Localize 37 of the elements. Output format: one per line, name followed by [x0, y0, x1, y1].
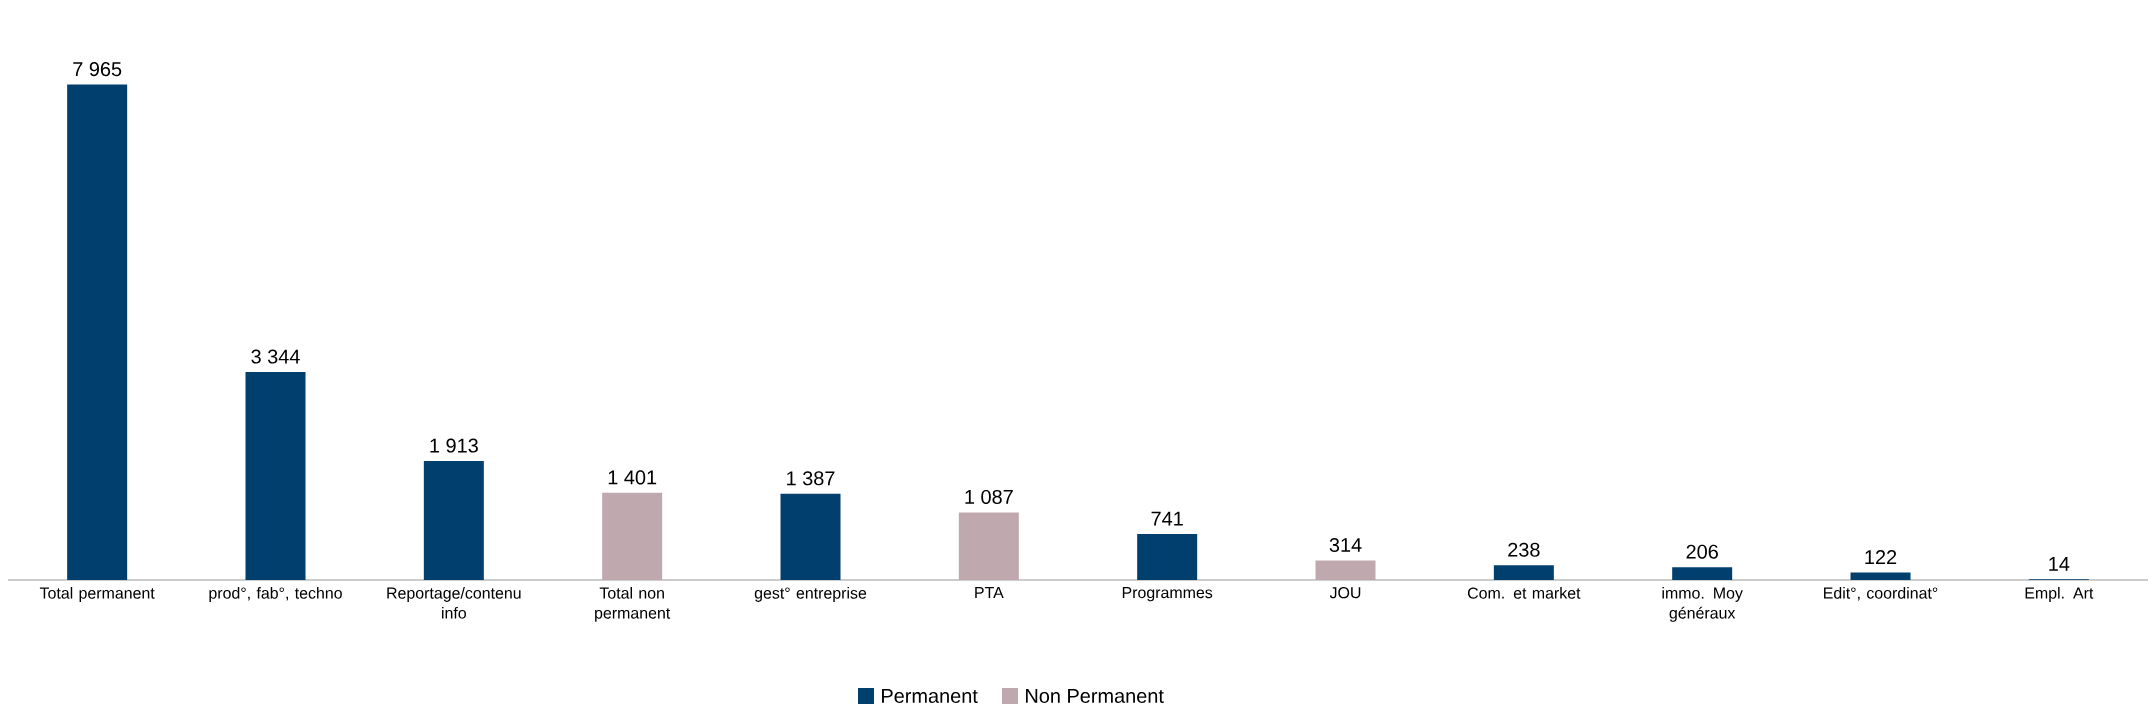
- x-tick-label: prod°, fab°, techno: [209, 587, 342, 602]
- data-label: 1 087: [965, 489, 1013, 504]
- data-label: 238: [1508, 542, 1540, 557]
- x-tick-label: Total permanent: [39, 587, 155, 602]
- legend-label: Non Permanent: [1026, 689, 1164, 703]
- data-label: 741: [1151, 511, 1183, 526]
- bar: [423, 461, 484, 580]
- x-tick-label: Programmes: [1122, 587, 1213, 602]
- x-tick-label: Reportage/contenu info: [387, 587, 521, 619]
- bar: [245, 372, 306, 580]
- x-tick-label: PTA: [975, 587, 1004, 598]
- data-label: 3 344: [251, 349, 300, 364]
- data-label: 206: [1686, 544, 1718, 559]
- bar: [602, 492, 663, 580]
- x-tick-label: Com. et market: [1467, 587, 1581, 599]
- bar: [1315, 560, 1376, 580]
- bar: [67, 84, 128, 580]
- bar: [1850, 572, 1911, 580]
- bar: [1493, 565, 1554, 580]
- data-label: 1 913: [430, 438, 478, 453]
- x-tick-label: JOU: [1329, 587, 1361, 599]
- x-tick-label: Empl. Art: [2025, 587, 2094, 602]
- bar: [1672, 567, 1733, 580]
- data-label: 14: [2049, 557, 2070, 571]
- bar: [958, 512, 1019, 580]
- data-label: 122: [1865, 550, 1897, 565]
- bar: [780, 493, 841, 580]
- data-label: 1 387: [787, 471, 835, 486]
- bar: [1137, 533, 1198, 580]
- data-label: 314: [1329, 537, 1362, 553]
- x-tick-label: Edit°, coordinat°: [1824, 587, 1938, 601]
- legend-label: Permanent: [882, 689, 978, 703]
- x-tick-label: immo. Moy généraux: [1662, 587, 1743, 622]
- data-label: 7 965: [73, 62, 122, 77]
- data-label: 1 401: [608, 470, 657, 485]
- x-tick-label: gest° entreprise: [754, 587, 867, 602]
- x-tick-label: Total non permanent: [595, 587, 671, 622]
